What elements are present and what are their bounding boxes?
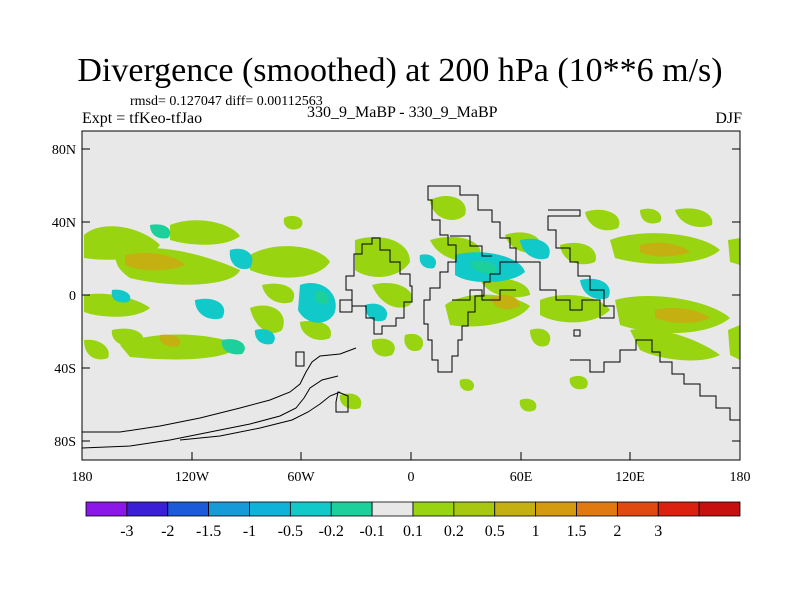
x-tick-label: 0 [408, 470, 415, 485]
plot-title: Divergence (smoothed) at 200 hPa (10**6 … [77, 52, 723, 89]
colorbar-swatch [535, 501, 577, 517]
colorbar-swatch [85, 501, 128, 517]
tick-marks [81, 148, 741, 460]
colorbar-label: 0.1 [403, 523, 423, 540]
colorbar-swatch [616, 501, 659, 517]
colorbar-swatch [249, 501, 291, 517]
colorbar-label: -0.5 [278, 523, 303, 540]
x-tick-label: 60W [287, 470, 315, 485]
x-tick-label: 180 [72, 470, 93, 485]
colorbar-swatch [576, 501, 618, 517]
colorbar-label: 1.5 [567, 523, 587, 540]
colorbar-swatch [208, 501, 250, 517]
colorbar-swatch [453, 501, 496, 517]
colorbar: -3 -2 -1.5 -1 -0.5 -0.2 -0.1 0.1 0.2 0.5 1 1.5 2 3 [85, 501, 741, 540]
x-tick-label: 120E [615, 470, 645, 485]
colorbar-swatch [494, 501, 537, 517]
x-tick-labels: 180 120W 60W 0 60E 120E 180 [72, 470, 751, 485]
colorbar-label: -0.2 [319, 523, 344, 540]
colorbar-label: -0.1 [359, 523, 384, 540]
colorbar-label: 1 [532, 523, 540, 540]
y-tick-label: 40N [52, 216, 76, 231]
colorbar-swatch [371, 501, 414, 517]
colorbar-label: 3 [654, 523, 662, 540]
rmsd-diff-stats: rmsd= 0.127047 diff= 0.00112563 [130, 94, 323, 109]
y-tick-label: 80N [52, 143, 76, 158]
colorbar-label: -1 [243, 523, 256, 540]
colorbar-label: 0.5 [485, 523, 505, 540]
colorbar-swatch [330, 501, 373, 517]
y-tick-label: 40S [54, 362, 76, 377]
y-tick-label: 0 [69, 289, 76, 304]
colorbar-swatch [126, 501, 169, 517]
experiment-label: Expt = tfKeo-tfJao [82, 110, 203, 127]
colorbar-swatch [167, 501, 210, 517]
colorbar-swatch [698, 501, 741, 517]
coastlines [81, 185, 740, 449]
x-tick-label: 60E [510, 470, 533, 485]
colorbar-label: -3 [120, 523, 133, 540]
colorbar-swatch [289, 501, 332, 517]
colorbar-swatch [657, 501, 700, 517]
colorbar-label: -1.5 [196, 523, 221, 540]
comparison-label: 330_9_MaBP - 330_9_MaBP [307, 104, 498, 121]
colorbar-label: 2 [613, 523, 621, 540]
y-tick-labels: 80N 40N 0 40S 80S [52, 143, 76, 450]
colorbar-label: -2 [161, 523, 174, 540]
colorbar-swatch [412, 501, 455, 517]
y-tick-label: 80S [54, 435, 76, 450]
colorbar-label: 0.2 [444, 523, 464, 540]
x-tick-label: 120W [175, 470, 210, 485]
x-tick-label: 180 [730, 470, 751, 485]
season-label: DJF [715, 110, 742, 127]
divergence-field [84, 195, 740, 412]
